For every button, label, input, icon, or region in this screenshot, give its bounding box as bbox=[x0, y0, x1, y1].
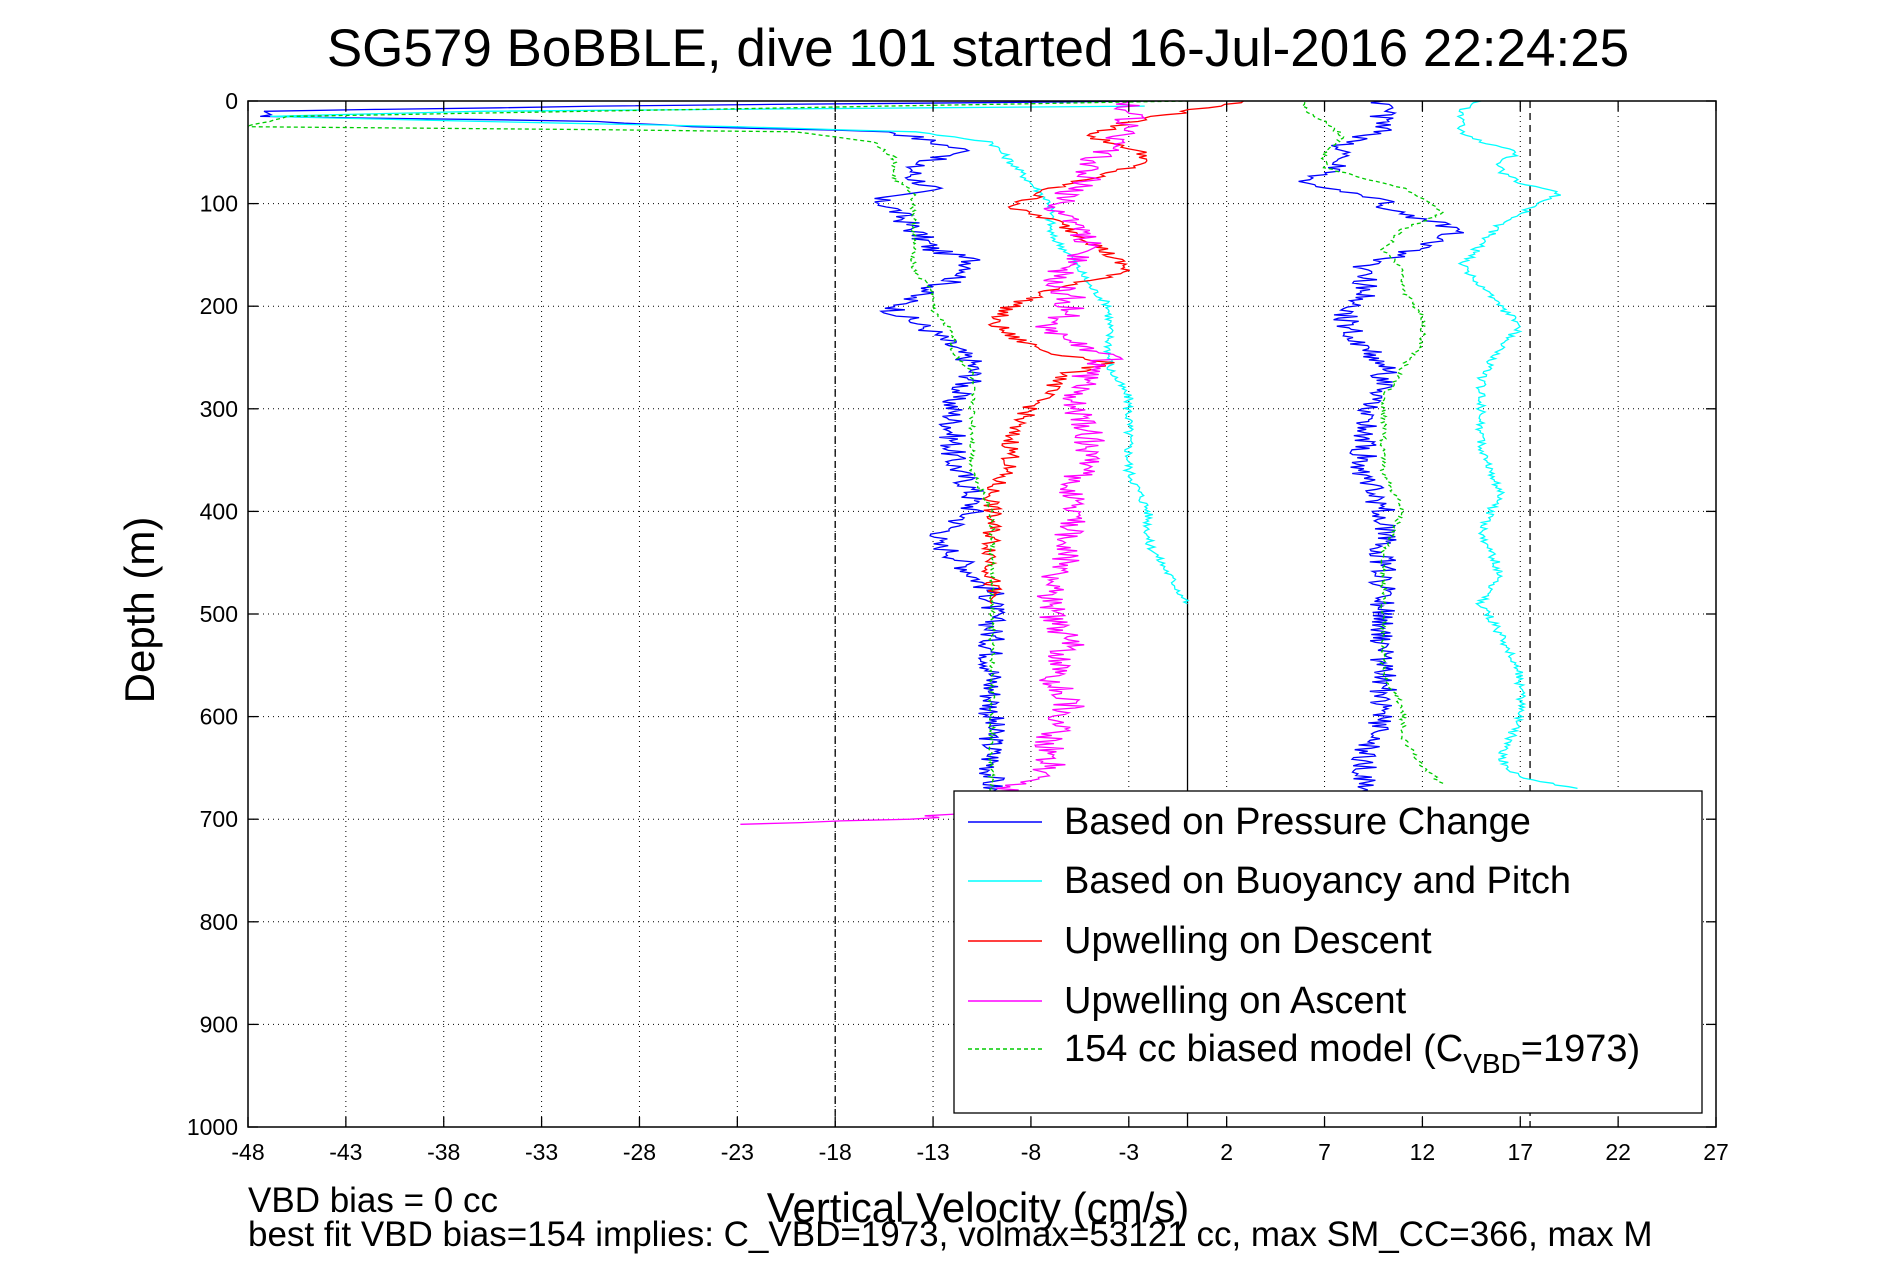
footnote-best-fit: best fit VBD bias=154 implies: C_VBD=197… bbox=[248, 1215, 1653, 1254]
series-group bbox=[248, 101, 1578, 841]
y-tick-label: 700 bbox=[200, 806, 238, 832]
x-tick-label: -23 bbox=[721, 1139, 754, 1165]
legend-entry-label: Upwelling on Descent bbox=[1064, 920, 1432, 962]
y-tick-label: 400 bbox=[200, 498, 238, 524]
y-tick-label: 300 bbox=[200, 396, 238, 422]
legend-box bbox=[953, 790, 1703, 1114]
y-tick-label: 1000 bbox=[187, 1114, 238, 1140]
series-154-cc-biased-model-cvbd-1973-descent bbox=[248, 101, 1190, 810]
footnote-vbd-bias: VBD bias = 0 cc bbox=[248, 1181, 498, 1220]
x-tick-label: 27 bbox=[1703, 1139, 1729, 1165]
y-tick-label: 800 bbox=[200, 909, 238, 935]
legend-entry-label: 154 cc biased model (CVBD=1973) bbox=[1064, 1028, 1640, 1079]
series-based-on-pressure-change-ascent bbox=[1298, 101, 1464, 810]
y-tick-label: 600 bbox=[200, 704, 238, 730]
series-based-on-buoyancy-and-pitch-descent bbox=[270, 105, 1190, 605]
x-axis-label: Vertical Velocity (cm/s) bbox=[767, 1184, 1189, 1231]
x-tick-label: -18 bbox=[819, 1139, 852, 1165]
y-tick-label: 900 bbox=[200, 1011, 238, 1037]
x-tick-label: 2 bbox=[1220, 1139, 1233, 1165]
x-tick-label: -33 bbox=[525, 1139, 558, 1165]
x-tick-label: 12 bbox=[1410, 1139, 1436, 1165]
series-154-cc-biased-model-cvbd-1973-ascent bbox=[1300, 101, 1445, 784]
y-tick-label: 100 bbox=[200, 191, 238, 217]
y-axis-label: Depth (m) bbox=[116, 517, 163, 704]
legend-entry-label: Based on Pressure Change bbox=[1064, 801, 1531, 843]
legend-entry-label: Based on Buoyancy and Pitch bbox=[1064, 860, 1571, 902]
x-tick-label: -8 bbox=[1021, 1139, 1041, 1165]
x-tick-label: -3 bbox=[1119, 1139, 1139, 1165]
series-based-on-buoyancy-and-pitch-ascent bbox=[1456, 101, 1578, 790]
y-tick-label: 0 bbox=[225, 88, 238, 114]
y-axis-ticks: 0 100 200 300 400 500 600 700 800 900 1000 bbox=[187, 88, 1716, 1140]
x-tick-label: 17 bbox=[1507, 1139, 1533, 1165]
y-tick-label: 500 bbox=[200, 601, 238, 627]
x-tick-label: -13 bbox=[916, 1139, 949, 1165]
x-tick-label: 7 bbox=[1318, 1139, 1331, 1165]
legend-entry-label: Upwelling on Ascent bbox=[1064, 980, 1407, 1022]
y-tick-label: 200 bbox=[200, 293, 238, 319]
series-based-on-pressure-change-descent bbox=[260, 101, 1188, 841]
x-axis-ticks: -48 -43 -38 -33 -28 -23 -18 -13 -8 -3 2 7 12 17 22 27 bbox=[231, 101, 1729, 1165]
x-tick-label: -48 bbox=[231, 1139, 264, 1165]
x-tick-label: -43 bbox=[329, 1139, 362, 1165]
x-tick-label: -38 bbox=[427, 1139, 460, 1165]
chart-title: SG579 BoBBLE, dive 101 started 16-Jul-20… bbox=[327, 19, 1629, 78]
x-tick-label: -28 bbox=[623, 1139, 656, 1165]
x-tick-label: 22 bbox=[1605, 1139, 1631, 1165]
series-upwelling-on-ascent-descent bbox=[740, 101, 1147, 825]
legend: Based on Pressure Change Based on Buoyanc… bbox=[953, 790, 1703, 1114]
